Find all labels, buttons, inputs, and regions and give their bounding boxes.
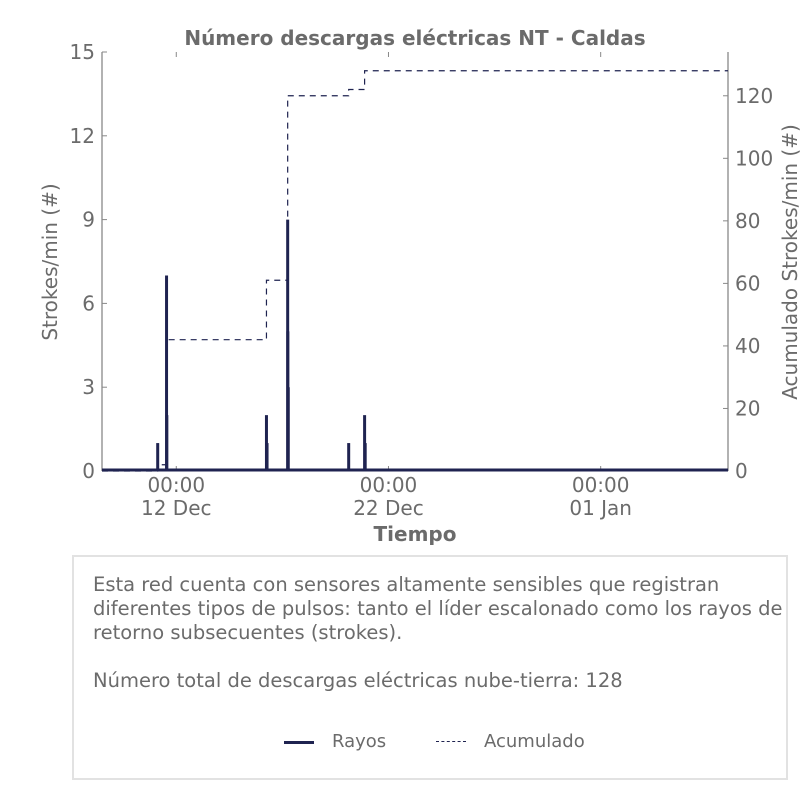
y2-tick-label: 40 (735, 334, 760, 358)
legend: Rayos Acumulado (74, 729, 786, 755)
y-axis-label: Strokes/min (#) (38, 183, 62, 340)
legend-swatch-dashed (436, 741, 466, 742)
acumulado-line (102, 70, 728, 472)
x-tick-label-time: 00:00 (360, 473, 418, 497)
legend-swatch-solid (284, 741, 314, 744)
chart-title: Número descargas eléctricas NT - Caldas (184, 26, 645, 50)
legend-label-rayos: Rayos (332, 731, 387, 752)
info-panel: Esta red cuenta con sensores altamente s… (72, 555, 788, 780)
x-tick-label-time: 00:00 (572, 473, 630, 497)
y-tick-label: 12 (70, 124, 95, 148)
y-tick-label: 15 (70, 40, 95, 64)
y2-tick-label: 0 (735, 459, 748, 483)
y2-tick-label: 60 (735, 271, 760, 295)
y2-tick-label: 120 (735, 84, 773, 108)
info-total: Número total de descargas eléctricas nub… (93, 669, 623, 692)
y-tick-label: 6 (82, 291, 95, 315)
info-description: Esta red cuenta con sensores altamente s… (93, 573, 783, 644)
y2-tick-label: 100 (735, 146, 773, 170)
x-tick-label-date: 12 Dec (141, 496, 212, 520)
chart: Número descargas eléctricas NT - Caldas … (38, 26, 802, 545)
x-tick-label-date: 01 Jan (569, 496, 632, 520)
x-tick-label-time: 00:00 (147, 473, 205, 497)
y-tick-label: 9 (82, 208, 95, 232)
y2-axis-label: Acumulado Strokes/min (#) (778, 124, 802, 400)
y-tick-label: 3 (82, 375, 95, 399)
x-axis-label: Tiempo (374, 522, 457, 545)
y2-tick-label: 20 (735, 396, 760, 420)
y2-tick-label: 80 (735, 209, 760, 233)
legend-label-acumulado: Acumulado (484, 731, 585, 752)
y-tick-label: 0 (82, 459, 95, 483)
x-tick-label-date: 22 Dec (353, 496, 424, 520)
